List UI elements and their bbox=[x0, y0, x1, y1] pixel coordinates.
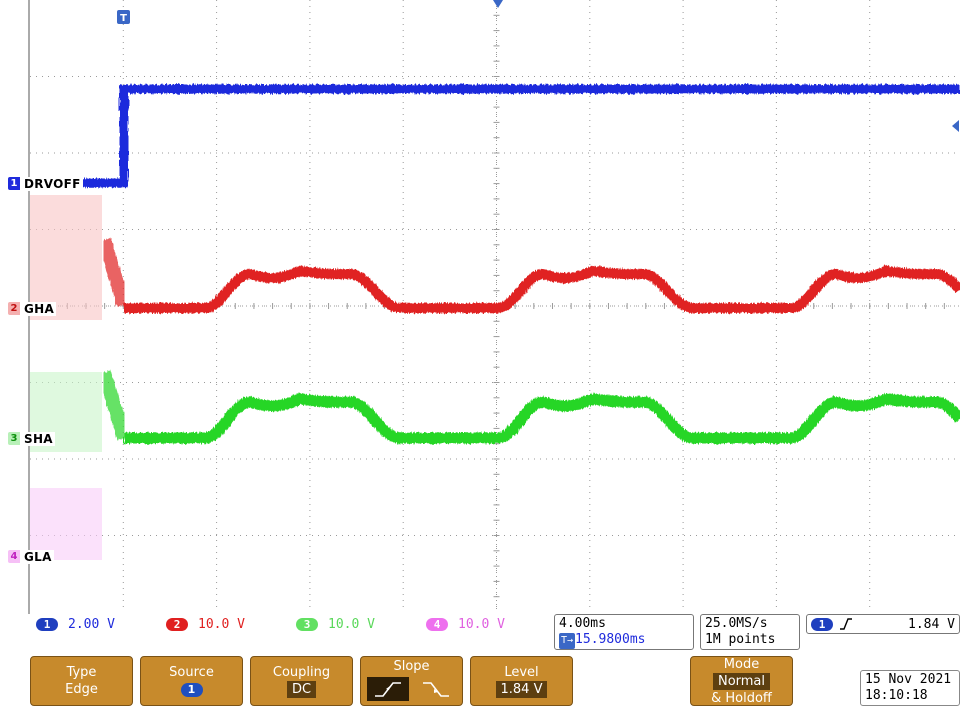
trigger-source-badge: 1 bbox=[811, 617, 833, 631]
gha-pre-trigger-region bbox=[30, 195, 102, 320]
trigger-position-marker[interactable]: T bbox=[117, 10, 130, 24]
coupling-value: DC bbox=[286, 681, 317, 698]
channel-2-label: GHA bbox=[22, 301, 57, 316]
channel-2-marker[interactable]: 2 GHA bbox=[8, 301, 57, 316]
channel-3-scale-value: 10.0 V bbox=[328, 616, 375, 632]
channel-1-label: DRVOFF bbox=[22, 176, 83, 191]
sample-rate: 25.0MS/s bbox=[705, 616, 768, 631]
channel-2-scale-badge: 2 bbox=[166, 617, 188, 631]
channel-4-scale-badge: 4 bbox=[426, 617, 448, 631]
type-label: Type bbox=[66, 665, 97, 680]
rising-edge-icon bbox=[840, 618, 852, 630]
slope-rising-option[interactable] bbox=[366, 677, 409, 701]
sha-trace bbox=[124, 393, 960, 444]
channel-3-label: SHA bbox=[22, 431, 55, 446]
sha-transition bbox=[97, 369, 131, 441]
time: 18:10:18 bbox=[865, 688, 928, 703]
expansion-point-icon bbox=[493, 0, 503, 8]
level-menu-button[interactable]: Level 1.84 V bbox=[470, 656, 573, 706]
channel-3-number: 3 bbox=[8, 432, 20, 445]
channel-2-scale[interactable]: 2 10.0 V bbox=[166, 616, 245, 632]
waveform-display: T bbox=[28, 0, 960, 614]
mode-label: Mode bbox=[723, 656, 760, 672]
date: 15 Nov 2021 bbox=[865, 672, 952, 687]
mode-value: Normal bbox=[712, 672, 771, 690]
channel-4-number: 4 bbox=[8, 550, 20, 563]
rising-slope-icon bbox=[374, 682, 401, 697]
source-label: Source bbox=[169, 665, 214, 680]
status-bar: 1 2.00 V 2 10.0 V 3 10.0 V 4 10.0 V 4.00… bbox=[30, 614, 960, 650]
timebase-readout[interactable]: 4.00ms T→ 15.9800ms bbox=[554, 614, 694, 650]
timebase-position: 15.9800ms bbox=[575, 632, 646, 647]
coupling-label: Coupling bbox=[272, 665, 331, 680]
type-menu-button[interactable]: Type Edge bbox=[30, 656, 133, 706]
channel-4-label: GLA bbox=[22, 549, 54, 564]
channel-4-scale[interactable]: 4 10.0 V bbox=[426, 616, 505, 632]
slope-menu-button[interactable]: Slope bbox=[360, 656, 463, 706]
gla-pre-trigger-region bbox=[30, 488, 102, 560]
slope-falling-option[interactable] bbox=[415, 677, 457, 701]
channel-2-number: 2 bbox=[8, 302, 20, 315]
mode-extra: & Holdoff bbox=[711, 690, 772, 706]
trigger-level-icon[interactable] bbox=[952, 120, 959, 132]
timebase-position-row: T→ 15.9800ms bbox=[559, 632, 689, 649]
trigger-marker-label: T bbox=[120, 13, 127, 24]
trigger-position-badge: T→ bbox=[559, 633, 576, 649]
record-length: 1M points bbox=[705, 632, 776, 647]
source-value: 1 bbox=[180, 683, 203, 697]
level-value: 1.84 V bbox=[495, 681, 548, 698]
timebase-scale: 4.00ms bbox=[559, 616, 606, 631]
channel-1-scale-badge: 1 bbox=[36, 617, 58, 631]
channel-1-scale[interactable]: 1 2.00 V bbox=[36, 616, 115, 632]
drvoff-trace bbox=[30, 84, 960, 188]
channel-3-scale[interactable]: 3 10.0 V bbox=[296, 616, 375, 632]
trigger-level-value: 1.84 V bbox=[908, 616, 955, 632]
channel-1-scale-value: 2.00 V bbox=[68, 616, 115, 632]
gha-trace bbox=[124, 265, 960, 313]
channel-3-marker[interactable]: 3 SHA bbox=[8, 431, 55, 446]
level-label: Level bbox=[504, 665, 539, 680]
channel-3-scale-badge: 3 bbox=[296, 617, 318, 631]
source-menu-button[interactable]: Source 1 bbox=[140, 656, 243, 706]
acquisition-readout[interactable]: 25.0MS/s 1M points bbox=[700, 614, 800, 650]
type-value: Edge bbox=[65, 682, 98, 697]
falling-slope-icon bbox=[422, 682, 449, 697]
channel-1-marker[interactable]: 1 DRVOFF bbox=[8, 176, 83, 191]
channel-2-scale-value: 10.0 V bbox=[198, 616, 245, 632]
channel-4-scale-value: 10.0 V bbox=[458, 616, 505, 632]
slope-label: Slope bbox=[393, 659, 430, 674]
trigger-readout[interactable]: 1 1.84 V bbox=[806, 614, 960, 634]
date-time-display: 15 Nov 2021 18:10:18 bbox=[860, 670, 960, 706]
coupling-menu-button[interactable]: Coupling DC bbox=[250, 656, 353, 706]
channel-4-marker[interactable]: 4 GLA bbox=[8, 549, 54, 564]
channel-1-number: 1 bbox=[8, 177, 20, 190]
gha-transition bbox=[97, 237, 131, 308]
mode-menu-button[interactable]: Mode Normal & Holdoff bbox=[690, 656, 793, 706]
